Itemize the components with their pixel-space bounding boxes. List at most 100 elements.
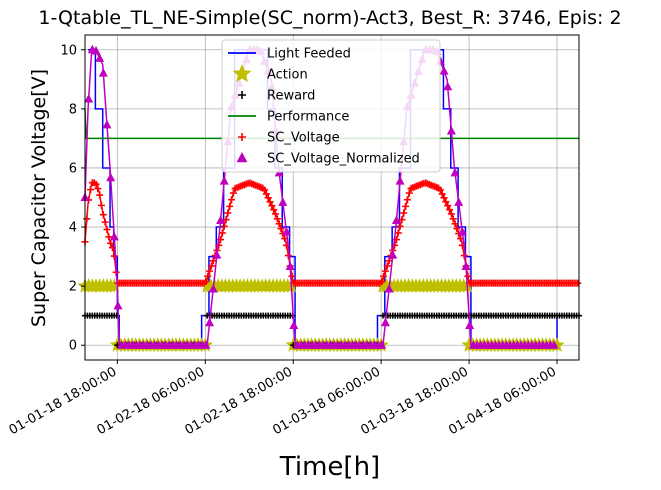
sc-voltage-marker <box>451 220 459 228</box>
sc-voltage-normalized-marker <box>384 283 394 293</box>
sc-voltage-marker <box>380 272 388 280</box>
sc-voltage-normalized-marker <box>446 126 456 135</box>
legend-entry-label: Light Feeded <box>267 47 351 62</box>
sc-voltage-normalized-marker <box>109 231 119 241</box>
sc-voltage-marker <box>224 209 232 217</box>
sc-voltage-marker <box>107 239 115 247</box>
sc-voltage-marker <box>446 206 454 214</box>
legend-entry-label: Action <box>267 68 308 83</box>
sc-voltage-normalized-marker <box>380 317 390 327</box>
sc-voltage-marker <box>464 272 472 280</box>
sc-voltage-marker <box>284 252 292 260</box>
legend-entry-label: Performance <box>267 110 349 125</box>
sc-voltage-normalized-marker <box>439 66 449 75</box>
sc-voltage-marker <box>268 202 276 210</box>
sc-voltage-normalized-marker <box>282 226 292 236</box>
sc-voltage-marker <box>460 252 468 260</box>
sc-voltage-marker <box>272 210 280 218</box>
sc-voltage-marker <box>440 194 448 202</box>
x-axis-label: Time[h] <box>279 452 380 482</box>
sc-voltage-marker <box>403 196 411 204</box>
sc-voltage-marker <box>262 190 270 198</box>
sc-voltage-normalized-marker <box>106 172 116 182</box>
y-tick-label: 8 <box>69 102 77 117</box>
sc-voltage-normalized-marker <box>450 167 460 177</box>
sc-voltage-marker <box>402 202 410 210</box>
sc-voltage-marker <box>447 210 455 218</box>
sc-voltage-marker <box>264 194 272 202</box>
y-tick-label: 2 <box>69 280 77 295</box>
sc-voltage-normalized-marker <box>201 340 211 349</box>
y-axis-label: Super Capacitor Voltage[V] <box>28 69 50 327</box>
sc-voltage-marker <box>266 198 274 206</box>
legend-box <box>221 39 441 173</box>
sc-voltage-normalized-marker <box>216 215 226 224</box>
sc-voltage-marker <box>86 186 94 194</box>
sc-voltage-marker <box>206 267 214 275</box>
sc-voltage-marker <box>438 190 446 198</box>
sc-voltage-normalized-marker <box>457 226 467 236</box>
sc-voltage-marker <box>261 186 269 194</box>
sc-voltage-normalized-marker <box>285 261 295 270</box>
sc-voltage-marker <box>83 215 91 223</box>
sc-voltage-normalized-marker <box>549 340 559 349</box>
legend-triangle-marker <box>236 152 248 163</box>
sc-voltage-marker <box>398 216 406 224</box>
sc-voltage-normalized-marker <box>91 46 101 55</box>
sc-voltage-marker <box>270 206 278 214</box>
sc-voltage-marker <box>378 277 386 285</box>
sc-voltage-normalized-marker <box>454 197 464 206</box>
sc-voltage-normalized-marker <box>113 300 123 310</box>
legend: Light Feeded Action Reward Performance SC_Vo… <box>221 39 441 173</box>
sc-voltage-normalized-marker <box>98 68 108 77</box>
plot-frame <box>84 34 580 361</box>
sc-voltage-marker <box>103 226 111 234</box>
sc-voltage-marker <box>110 252 118 260</box>
y-tick-label: 6 <box>69 161 77 176</box>
legend-entry-label: Reward <box>267 89 315 104</box>
sc-voltage-marker <box>381 267 389 275</box>
y-tick-label: 0 <box>69 339 77 354</box>
sc-voltage-normalized-marker <box>219 176 229 185</box>
chart-title: 1-Qtable_TL_NE-Simple(SC_norm)-Act3, Bes… <box>38 7 621 29</box>
sc-voltage-normalized-marker <box>443 81 453 91</box>
sc-voltage-marker <box>400 209 408 217</box>
series-area <box>77 44 582 352</box>
sc-voltage-marker <box>228 196 236 204</box>
sc-voltage-normalized-marker <box>212 250 222 259</box>
sc-voltage-normalized-marker <box>278 197 288 206</box>
legend-sc-voltage-marker <box>238 133 246 141</box>
sc-voltage-marker <box>204 272 212 280</box>
sc-voltage-normalized-marker <box>388 250 398 259</box>
sc-voltage-marker <box>222 216 230 224</box>
sc-voltage-marker <box>277 225 285 233</box>
sc-voltage-marker <box>449 215 457 223</box>
sc-voltage-normalized-marker <box>208 283 218 293</box>
sc-voltage-marker <box>101 218 109 226</box>
sc-voltage-marker <box>275 220 283 228</box>
sc-voltage-marker <box>97 201 105 209</box>
sc-voltage-normalized-marker <box>102 119 112 129</box>
sc-voltage-marker <box>383 262 391 270</box>
sc-voltage-marker <box>405 189 413 197</box>
sc-voltage-marker <box>105 233 113 241</box>
sc-voltage-marker <box>92 180 100 188</box>
sc-voltage-marker <box>288 272 296 280</box>
sc-voltage-marker <box>94 185 102 193</box>
sc-voltage-normalized-marker <box>395 176 405 185</box>
sc-voltage-marker <box>226 202 234 210</box>
sc-voltage-marker <box>574 279 582 287</box>
sc-voltage-normalized-marker <box>289 320 299 330</box>
sc-voltage-normalized-marker <box>391 215 401 224</box>
legend-entry-label: SC_Voltage <box>267 131 340 146</box>
sc-voltage-marker <box>229 189 237 197</box>
sc-voltage-marker <box>436 186 444 194</box>
sc-voltage-marker <box>442 198 450 206</box>
sc-voltage-normalized-marker <box>95 53 105 62</box>
y-tick-label: 4 <box>69 221 77 236</box>
sc-voltage-marker <box>202 277 210 285</box>
sc-voltage-normalized-marker <box>84 94 94 103</box>
sc-voltage-normalized-marker <box>205 317 215 327</box>
sc-voltage-marker <box>453 225 461 233</box>
